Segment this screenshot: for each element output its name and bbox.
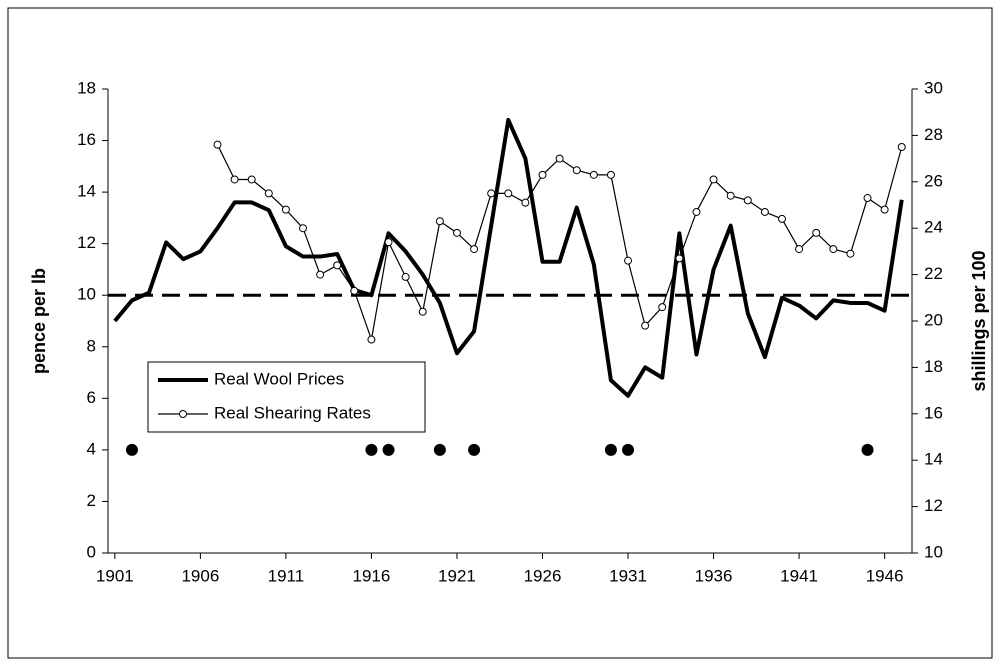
x-tick-label: 1941 xyxy=(780,566,818,585)
series-marker xyxy=(743,196,752,205)
series-marker xyxy=(589,170,598,179)
legend-label: Real Wool Prices xyxy=(214,369,344,388)
series-marker xyxy=(264,189,273,198)
y2-tick-label: 24 xyxy=(924,218,943,237)
y2-tick-label: 16 xyxy=(924,403,943,422)
series-marker xyxy=(401,272,410,281)
x-tick-label: 1901 xyxy=(96,566,134,585)
x-tick-label: 1911 xyxy=(268,566,305,585)
series-marker xyxy=(863,194,872,203)
series-marker xyxy=(624,256,633,265)
series-marker xyxy=(350,286,359,295)
dot xyxy=(468,443,481,456)
x-tick-label: 1921 xyxy=(438,566,476,585)
x-tick-label: 1936 xyxy=(695,566,733,585)
series-marker xyxy=(846,249,855,258)
legend-marker xyxy=(179,410,187,418)
y-tick-label: 8 xyxy=(87,336,96,355)
series-marker xyxy=(606,170,615,179)
series-marker xyxy=(435,217,444,226)
series-marker xyxy=(487,189,496,198)
y2-tick-label: 20 xyxy=(924,310,943,329)
y-tick-label: 18 xyxy=(77,78,96,97)
y-tick-label: 10 xyxy=(77,285,96,304)
series-marker xyxy=(333,261,342,270)
series-marker xyxy=(829,245,838,254)
y2-tick-label: 10 xyxy=(924,542,943,561)
y-tick-label: 2 xyxy=(87,491,96,510)
series-marker xyxy=(555,154,564,163)
series-marker xyxy=(709,175,718,184)
dot xyxy=(604,443,617,456)
x-tick-label: 1916 xyxy=(353,566,391,585)
series-marker xyxy=(760,207,769,216)
x-tick-label: 1906 xyxy=(181,566,219,585)
series-marker xyxy=(452,228,461,237)
x-tick-label: 1931 xyxy=(609,566,647,585)
y-tick-label: 0 xyxy=(87,542,96,561)
series-marker xyxy=(897,143,906,151)
dot xyxy=(125,443,138,456)
series-marker xyxy=(281,205,290,214)
series-marker xyxy=(316,270,325,279)
dot xyxy=(382,443,395,456)
y2-tick-label: 28 xyxy=(924,125,943,144)
series-marker xyxy=(247,175,256,184)
dot xyxy=(861,443,874,456)
series-marker xyxy=(726,191,735,200)
series-marker xyxy=(777,214,786,223)
y2-tick-label: 22 xyxy=(924,264,943,283)
y-tick-label: 16 xyxy=(77,130,96,149)
y2-axis-label: shillings per 100 xyxy=(969,250,989,391)
series-marker xyxy=(299,224,308,233)
series-marker xyxy=(795,245,804,254)
y-axis-label: pence per lb xyxy=(29,268,49,374)
y2-tick-label: 26 xyxy=(924,171,943,190)
y2-tick-label: 30 xyxy=(924,78,943,97)
y-tick-label: 6 xyxy=(87,388,96,407)
series-marker xyxy=(384,238,393,247)
series-marker xyxy=(213,140,222,149)
series-marker xyxy=(230,175,239,184)
dot xyxy=(365,443,378,456)
series-marker xyxy=(675,254,684,263)
y2-tick-label: 14 xyxy=(924,450,943,469)
y2-tick-label: 12 xyxy=(924,496,943,515)
legend-box xyxy=(147,361,426,433)
series-marker xyxy=(880,205,889,214)
y-tick-label: 12 xyxy=(77,233,96,252)
series-marker xyxy=(658,303,667,312)
series-marker xyxy=(418,307,427,316)
series-marker xyxy=(538,170,547,179)
series-marker xyxy=(504,189,513,198)
legend-label: Real Shearing Rates xyxy=(214,403,371,422)
y2-tick-label: 18 xyxy=(924,357,943,376)
chart-border xyxy=(7,7,993,659)
series-marker xyxy=(692,207,701,216)
series-marker xyxy=(812,228,821,237)
y-tick-label: 4 xyxy=(87,439,96,458)
series-marker xyxy=(367,335,376,344)
series-marker xyxy=(572,166,581,175)
series-marker xyxy=(641,321,650,330)
dot xyxy=(622,443,635,456)
y-tick-label: 14 xyxy=(77,182,96,201)
x-tick-label: 1926 xyxy=(524,566,562,585)
dot xyxy=(433,443,446,456)
x-tick-label: 1946 xyxy=(866,566,904,585)
series-marker xyxy=(521,198,530,207)
series-line xyxy=(113,117,904,398)
series-marker xyxy=(470,245,479,254)
